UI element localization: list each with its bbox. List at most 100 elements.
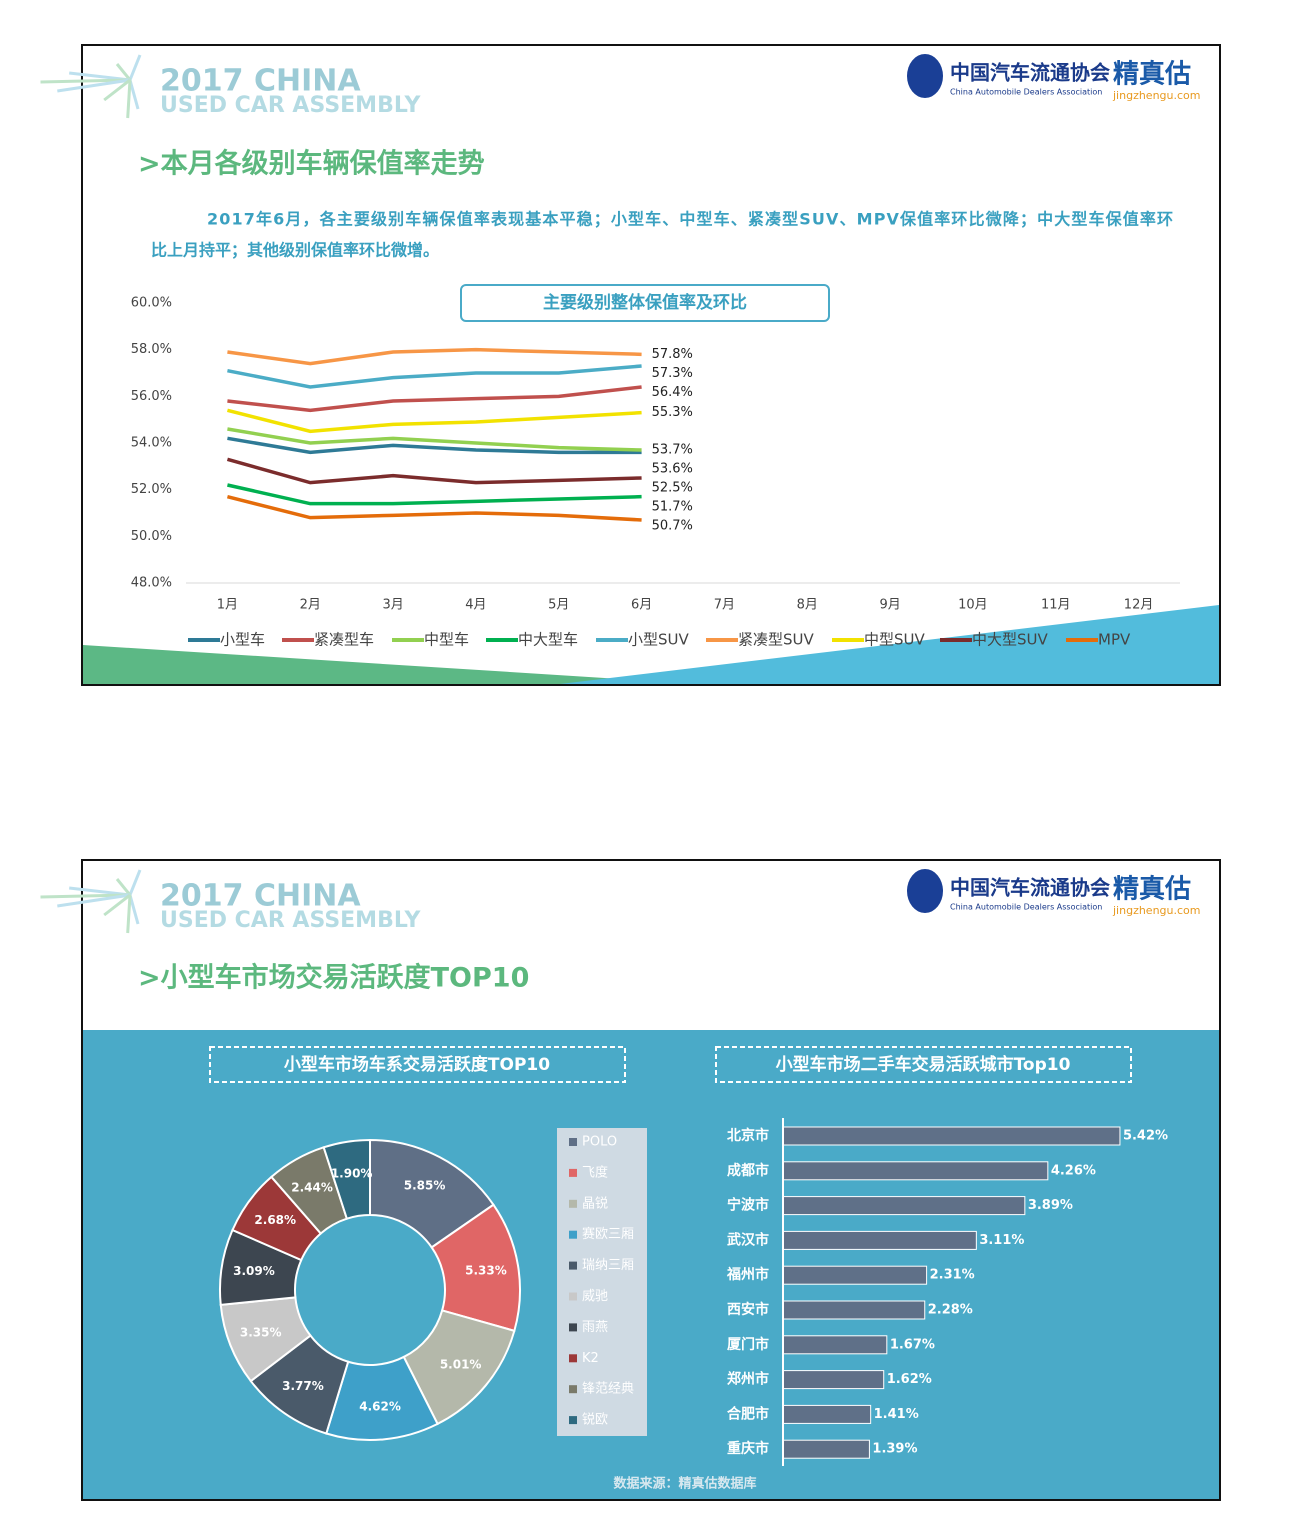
data-label: 1.39% — [872, 1442, 917, 1457]
x-tick-label: 1月 — [217, 598, 238, 613]
org-name: 中国汽车流通协会 — [950, 876, 1110, 900]
y-tick-label: 西安市 — [727, 1301, 769, 1318]
line-series — [226, 408, 642, 434]
chart-title: 小型车市场车系交易活跃度TOP10 — [284, 1054, 550, 1075]
decor-ray — [103, 78, 131, 102]
decor-ray — [115, 878, 132, 896]
decor-ray — [128, 54, 142, 81]
line-series — [226, 494, 642, 522]
brand: 精真估 — [1113, 875, 1191, 905]
y-tick-label: 合肥市 — [727, 1405, 769, 1422]
logo-mark — [907, 54, 943, 98]
data-label: 1.90% — [331, 1166, 373, 1180]
bar — [782, 1230, 977, 1250]
y-tick-label: 成都市 — [727, 1162, 769, 1179]
y-tick-label: 北京市 — [727, 1127, 769, 1144]
chart-title-box — [715, 1046, 1132, 1083]
legend-label: MPV — [1098, 631, 1131, 649]
x-tick-label: 12月 — [1124, 598, 1154, 613]
paragraph: 2017年6月，各主要级别车辆保值率表现基本平稳；小型车、中型车、紧凑型SUV、… — [207, 210, 1173, 229]
legend-label: 中大型车 — [518, 631, 578, 649]
legend-swatch — [569, 1354, 577, 1363]
legend-swatch — [569, 1261, 577, 1270]
line-series — [227, 427, 642, 452]
source: 数据来源：精真估数据库 — [613, 1476, 756, 1492]
data-label: 5.33% — [465, 1263, 507, 1277]
data-label: 1.67% — [890, 1337, 935, 1352]
legend-label: K2 — [582, 1351, 599, 1366]
legend-label: 赛欧三厢 — [582, 1226, 634, 1242]
data-label: 53.7% — [652, 443, 693, 458]
y-tick-label: 48.0% — [131, 576, 172, 591]
event-name: 2017 CHINA — [160, 879, 361, 914]
slide-frame — [81, 44, 1221, 686]
org-name-en: China Automobile Dealers Association — [950, 903, 1102, 912]
brand: 精真估 — [1113, 60, 1191, 90]
y-tick-label: 60.0% — [131, 296, 172, 311]
legend-label: 紧凑型SUV — [738, 631, 815, 649]
data-label: 3.89% — [1028, 1198, 1073, 1213]
line-series — [227, 385, 642, 413]
legend-label: 小型车 — [220, 631, 265, 649]
data-label: 50.7% — [652, 519, 693, 534]
line-series — [227, 436, 642, 455]
x-tick-label: 2月 — [300, 598, 321, 613]
legend-label: 中大型SUV — [972, 631, 1049, 649]
data-label: 53.6% — [652, 462, 693, 477]
y-tick-label: 54.0% — [131, 436, 172, 451]
decor-ray — [115, 63, 132, 81]
x-tick-label: 9月 — [879, 598, 900, 613]
bar — [782, 1300, 926, 1320]
line-series — [227, 364, 642, 389]
data-label: 5.42% — [1123, 1129, 1168, 1144]
y-tick-label: 重庆市 — [727, 1440, 769, 1457]
legend-swatch — [569, 1385, 577, 1394]
event-name: USED CAR ASSEMBLY — [160, 93, 421, 118]
data-label: 51.7% — [652, 500, 693, 515]
data-label: 2.44% — [291, 1180, 333, 1194]
paragraph: 比上月持平；其他级别保值率环比微增。 — [151, 241, 439, 260]
legend-swatch — [569, 1168, 577, 1177]
data-label: 4.62% — [359, 1400, 401, 1414]
decor-ray — [128, 894, 140, 925]
data-label: 2.31% — [930, 1268, 975, 1283]
chart-title-box — [209, 1046, 626, 1083]
legend-label: 中型车 — [424, 631, 469, 649]
event-name: USED CAR ASSEMBLY — [160, 908, 421, 933]
legend-label: 威驰 — [582, 1289, 608, 1304]
brand-url: jingzhengu.com — [1112, 904, 1201, 917]
y-tick-label: 50.0% — [131, 529, 172, 544]
slide-title: >小型车市场交易活跃度TOP10 — [138, 962, 529, 994]
decor-ray — [40, 78, 131, 84]
decor-ray — [57, 893, 131, 908]
data-label: 56.4% — [652, 385, 693, 400]
event-name: 2017 CHINA — [160, 64, 361, 99]
x-tick-label: 11月 — [1041, 598, 1071, 613]
x-tick-label: 10月 — [958, 598, 988, 613]
x-tick-label: 6月 — [631, 598, 652, 613]
donut-slice — [322, 1138, 371, 1220]
data-label: 3.77% — [282, 1379, 324, 1393]
x-tick-label: 5月 — [548, 598, 569, 613]
org-name-en: China Automobile Dealers Association — [950, 88, 1102, 97]
decor-ray — [57, 78, 131, 93]
y-tick-label: 福州市 — [726, 1266, 769, 1283]
decor-ray — [126, 79, 132, 119]
y-tick-label: 52.0% — [131, 482, 172, 497]
decor — [560, 605, 1219, 684]
bar — [782, 1126, 1121, 1146]
data-label: 57.8% — [652, 347, 693, 362]
legend-label: 中型SUV — [864, 631, 926, 649]
legend-label: 锋范经典 — [582, 1382, 634, 1397]
data-label: 1.62% — [887, 1372, 932, 1387]
y-tick-label: 56.0% — [131, 389, 172, 404]
bar — [782, 1161, 1049, 1181]
legend-label: POLO — [582, 1135, 617, 1150]
data-label: 4.26% — [1051, 1163, 1096, 1178]
legend-swatch — [569, 1416, 577, 1425]
bar — [782, 1439, 870, 1459]
legend-label: 小型SUV — [628, 631, 690, 649]
y-tick-label: 宁波市 — [727, 1197, 769, 1214]
data-label: 2.28% — [928, 1303, 973, 1318]
decor — [83, 645, 700, 684]
